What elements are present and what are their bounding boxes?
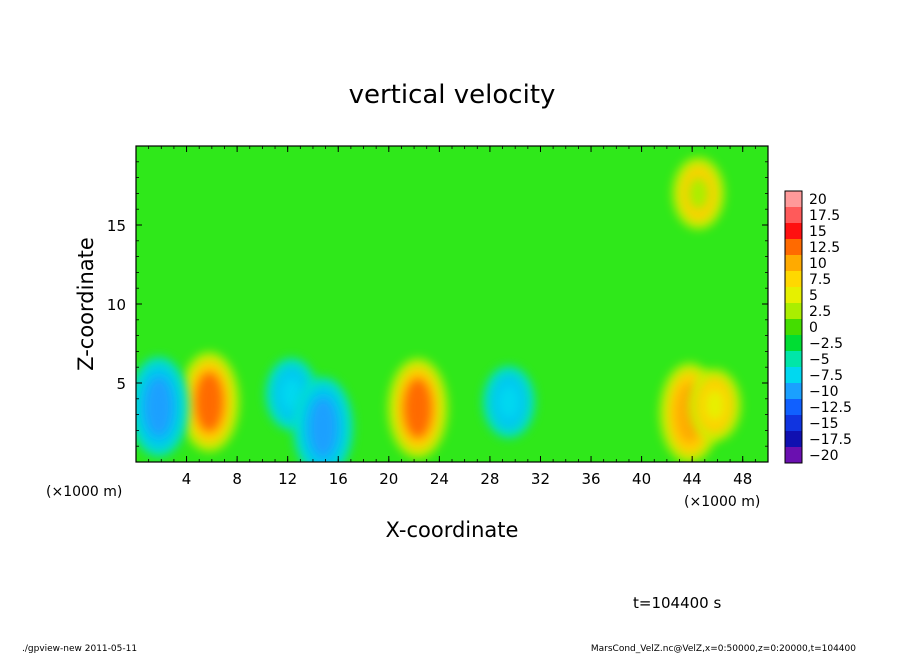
- colorbar-label: 10: [809, 256, 827, 272]
- colorbar-label: −12.5: [809, 400, 852, 416]
- x-tick-label: 32: [531, 470, 550, 488]
- colorbar-label: −5: [809, 352, 830, 368]
- colorbar-label: 2.5: [809, 304, 831, 320]
- x-tick-label: 40: [632, 470, 651, 488]
- feature-core: [309, 397, 338, 458]
- x-axis: 4 8 12 16 20 24 28 32 36 40 44 48: [148, 146, 756, 488]
- colorbar-swatch: [785, 271, 802, 288]
- feature-core: [704, 389, 725, 422]
- time-label: t=104400 s: [633, 594, 721, 612]
- footer-right: MarsCond_VelZ.nc@VelZ,x=0:50000,z=0:2000…: [591, 644, 856, 654]
- x-tick-label: 24: [430, 470, 449, 488]
- x-unit-label-left: (×1000 m): [46, 484, 122, 500]
- colorbar-label: 12.5: [809, 240, 840, 256]
- colorbar-swatch: [785, 255, 802, 272]
- x-tick-label: 16: [329, 470, 348, 488]
- x-tick-label: 8: [232, 470, 242, 488]
- feature-core: [403, 378, 432, 439]
- heatmap-feature: [688, 369, 741, 442]
- colorbar-swatch: [785, 335, 802, 352]
- heatmap-feature: [293, 377, 354, 462]
- footer-left: ./gpview-new 2011-05-11: [22, 644, 137, 654]
- colorbar-label: −10: [809, 384, 839, 400]
- heatmap-feature: [387, 358, 448, 459]
- colorbar-label: −7.5: [809, 368, 843, 384]
- x-tick-label: 28: [480, 470, 499, 488]
- colorbar-swatch: [785, 303, 802, 320]
- colorbar-swatch: [785, 191, 802, 208]
- heatmap-feature: [136, 356, 189, 457]
- colorbar-label: −17.5: [809, 432, 852, 448]
- x-tick-label: 36: [581, 470, 600, 488]
- colorbar-label: 0: [809, 320, 818, 336]
- heatmap-feature: [482, 365, 535, 438]
- colorbar-label: 17.5: [809, 208, 840, 224]
- colorbar-swatch: [785, 415, 802, 432]
- heatmap-feature: [672, 157, 725, 230]
- colorbar-swatch: [785, 319, 802, 336]
- colorbar-swatch: [785, 447, 802, 464]
- feature-core: [688, 177, 709, 210]
- x-tick-label: 4: [182, 470, 192, 488]
- colorbar-swatch: [785, 207, 802, 224]
- colorbar-label: −2.5: [809, 336, 843, 352]
- colorbar-label: −20: [809, 448, 839, 464]
- colorbar-swatch: [785, 367, 802, 384]
- colorbar-swatch: [785, 383, 802, 400]
- colorbar-swatch: [785, 431, 802, 448]
- feature-core: [281, 378, 302, 411]
- x-axis-label: X-coordinate: [386, 518, 519, 542]
- feature-core: [144, 376, 173, 437]
- feature-core: [195, 371, 224, 432]
- y-tick-label: 5: [116, 375, 126, 393]
- colorbar-swatch: [785, 399, 802, 416]
- colorbar-swatch: [785, 223, 802, 240]
- y-axis-label: Z-coordinate: [74, 237, 98, 371]
- feature-core: [498, 385, 519, 418]
- chart-title: vertical velocity: [349, 80, 556, 110]
- heatmap-features: [136, 157, 741, 462]
- colorbar-swatch: [785, 351, 802, 368]
- colorbar-swatch: [785, 239, 802, 256]
- colorbar-label: 15: [809, 224, 827, 240]
- colorbar-swatch: [785, 287, 802, 304]
- x-tick-label: 12: [278, 470, 297, 488]
- y-tick-label: 10: [107, 296, 126, 314]
- colorbar-label: 5: [809, 288, 818, 304]
- heatmap-feature: [179, 351, 240, 452]
- y-tick-label: 15: [107, 217, 126, 235]
- x-tick-label: 44: [683, 470, 702, 488]
- y-axis: 5 10 15: [107, 161, 768, 447]
- x-tick-label: 48: [733, 470, 752, 488]
- x-tick-label: 20: [379, 470, 398, 488]
- colorbar: 2017.51512.5107.552.50−2.5−5−7.5−10−12.5…: [784, 190, 852, 464]
- colorbar-label: 7.5: [809, 272, 831, 288]
- x-unit-label-right: (×1000 m): [684, 494, 760, 510]
- colorbar-frame: [784, 190, 803, 464]
- colorbar-label: −15: [809, 416, 839, 432]
- colorbar-label: 20: [809, 192, 827, 208]
